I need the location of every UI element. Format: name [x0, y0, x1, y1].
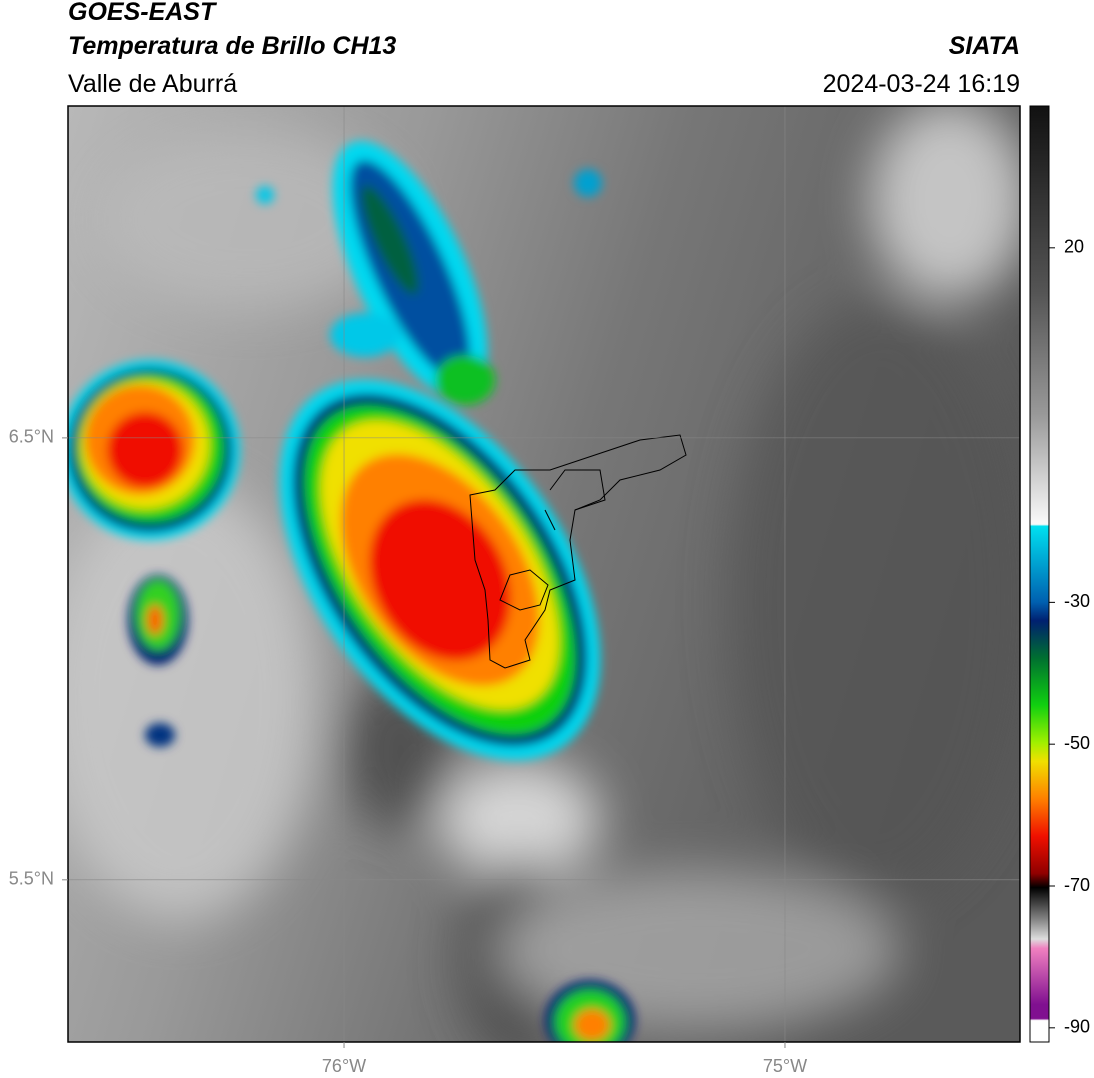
source: SIATA: [949, 32, 1020, 60]
x-tick-label: 75°W: [763, 1056, 807, 1076]
satellite: GOES-EAST: [68, 0, 218, 26]
y-tick-label: 6.5°N: [9, 427, 54, 447]
x-tick-label: 76°W: [322, 1056, 366, 1076]
map-frame: [67, 105, 1021, 1043]
colorbar-tick-label: -70: [1064, 875, 1090, 895]
y-tick-label: 5.5°N: [9, 869, 54, 889]
colorbar-tick-label: -30: [1064, 591, 1090, 611]
colorbar-tick-label: -50: [1064, 733, 1090, 753]
product: Temperatura de Brillo CH13: [68, 32, 396, 60]
timestamp: 2024-03-24 16:19: [823, 70, 1020, 98]
colorbar-tick-label: -90: [1064, 1017, 1090, 1037]
colorbar: [1029, 105, 1050, 1043]
map: [68, 106, 1020, 1042]
region: Valle de Aburrá: [68, 70, 237, 98]
colorbar-tick-label: 20: [1064, 237, 1084, 257]
